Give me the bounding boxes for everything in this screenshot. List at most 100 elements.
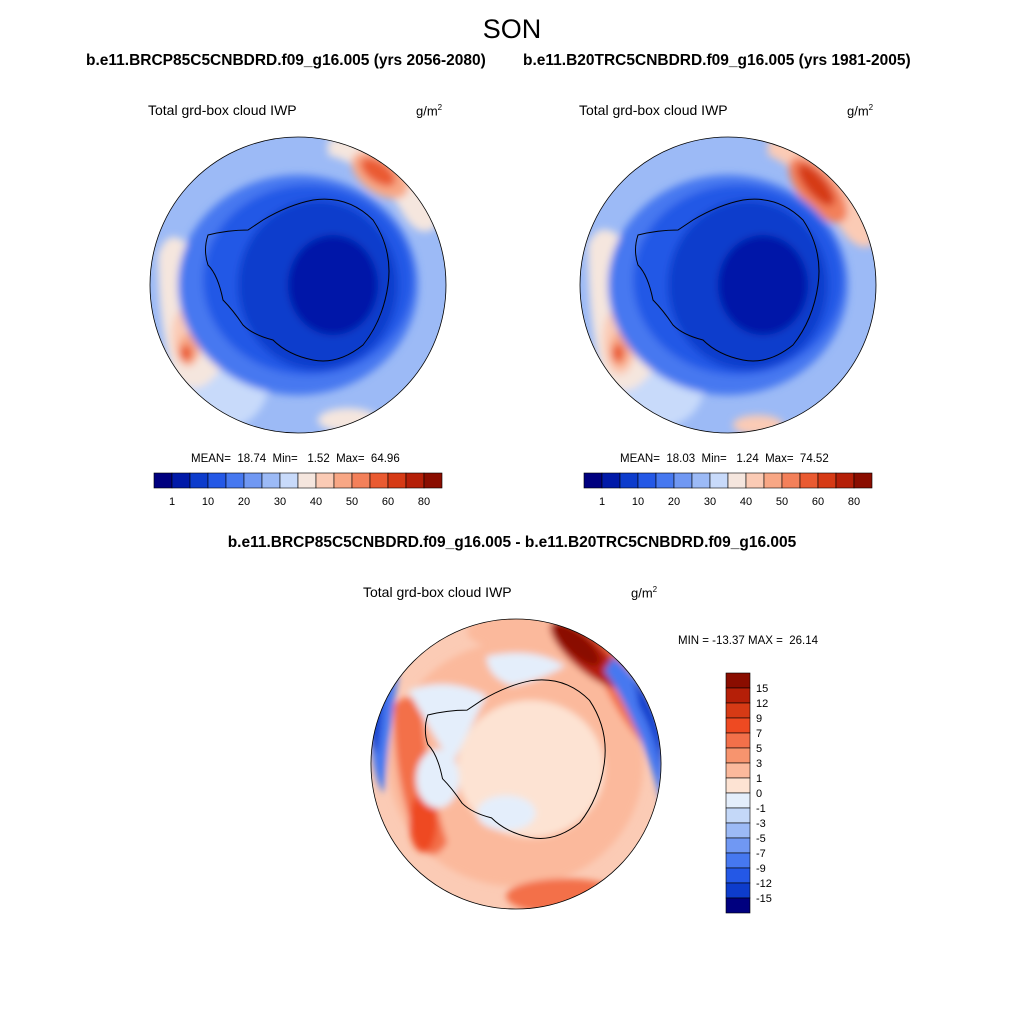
colorbar-tick-label: 50 — [346, 496, 358, 508]
colorbar-swatch — [725, 837, 751, 854]
map-border — [370, 618, 662, 910]
antarctica-coastline — [205, 198, 390, 362]
map-border — [149, 136, 447, 434]
colorbar-swatch — [691, 472, 711, 489]
difference-colorbar: 15 12 9 7 5 3 1 0 -1 -3 -5 -7 -9 -12 -15 — [725, 672, 772, 914]
colorbar-swatch — [725, 882, 751, 899]
colorbar-swatch — [405, 472, 425, 489]
colorbar-swatch — [207, 472, 227, 489]
left-run-title: b.e11.BRCP85C5CNBDRD.f09_g16.005 (yrs 20… — [86, 52, 486, 69]
colorbar-swatch — [725, 762, 751, 779]
colorbar-swatch — [725, 822, 751, 839]
colorbar-tick-label: 7 — [756, 728, 762, 740]
colorbar-tick-label: -9 — [756, 863, 766, 875]
colorbar-swatch — [725, 852, 751, 869]
colorbar-swatch — [619, 472, 639, 489]
colorbar-tick-label: 80 — [418, 496, 430, 508]
antarctica-coastline — [424, 679, 606, 839]
map-border — [579, 136, 877, 434]
colorbar-swatch — [153, 472, 173, 489]
colorbar-swatch — [725, 807, 751, 824]
colorbar-swatch — [261, 472, 281, 489]
colorbar-tick-label: -7 — [756, 848, 766, 860]
colorbar-swatch — [725, 687, 751, 704]
colorbar-tick-label: -1 — [756, 803, 766, 815]
colorbar-swatch — [387, 472, 407, 489]
colorbar-swatch — [725, 777, 751, 794]
colorbar-tick-label: 10 — [202, 496, 214, 508]
colorbar-tick-label: 10 — [632, 496, 644, 508]
colorbar-tick-label: 3 — [756, 758, 762, 770]
colorbar-tick-label: 50 — [776, 496, 788, 508]
colorbar-swatch — [781, 472, 801, 489]
difference-title: b.e11.BRCP85C5CNBDRD.f09_g16.005 - b.e11… — [227, 534, 797, 551]
right-stats: MEAN= 18.03 Min= 1.24 Max= 74.52 — [620, 453, 829, 465]
colorbar-swatch — [725, 792, 751, 809]
colorbar-tick-label: 9 — [756, 713, 762, 725]
right-colorbar: 1 10 20 30 40 50 60 80 — [583, 472, 873, 508]
colorbar-tick-label: 1 — [599, 496, 605, 508]
colorbar-tick-label: 40 — [310, 496, 322, 508]
right-run-title: b.e11.B20TRC5CNBDRD.f09_g16.005 (yrs 198… — [523, 52, 911, 69]
colorbar-tick-label: 80 — [848, 496, 860, 508]
colorbar-swatch — [835, 472, 855, 489]
colorbar-tick-label: 1 — [756, 773, 762, 785]
colorbar-tick-label: 15 — [756, 683, 768, 695]
colorbar-tick-label: 60 — [382, 496, 394, 508]
colorbar-swatch — [279, 472, 299, 489]
colorbar-swatch — [673, 472, 693, 489]
difference-stats: MIN = -13.37 MAX = 26.14 — [678, 635, 818, 647]
colorbar-swatch — [655, 472, 675, 489]
colorbar-swatch — [725, 672, 751, 689]
colorbar-swatch — [297, 472, 317, 489]
colorbar-swatch — [189, 472, 209, 489]
left-variable-label: Total grd-box cloud IWP — [148, 102, 297, 118]
colorbar-tick-label: 60 — [812, 496, 824, 508]
colorbar-swatch — [369, 472, 389, 489]
antarctica-coastline — [635, 198, 820, 362]
colorbar-tick-label: 30 — [274, 496, 286, 508]
colorbar-swatch — [243, 472, 263, 489]
colorbar-swatch — [637, 472, 657, 489]
colorbar-swatch — [763, 472, 783, 489]
colorbar-swatch — [725, 717, 751, 734]
colorbar-tick-label: -3 — [756, 818, 766, 830]
colorbar-tick-label: 30 — [704, 496, 716, 508]
left-units-label: g/m2 — [416, 103, 443, 119]
right-units-label: g/m2 — [847, 103, 874, 119]
colorbar-swatch — [745, 472, 765, 489]
colorbar-swatch — [709, 472, 729, 489]
colorbar-tick-label: 12 — [756, 698, 768, 710]
left-polar-map — [149, 136, 447, 434]
colorbar-tick-label: 20 — [238, 496, 250, 508]
colorbar-swatch — [727, 472, 747, 489]
colorbar-swatch — [333, 472, 353, 489]
colorbar-tick-label: 20 — [668, 496, 680, 508]
difference-variable-label: Total grd-box cloud IWP — [363, 584, 512, 600]
colorbar-swatch — [725, 867, 751, 884]
season-title: SON — [482, 14, 542, 44]
colorbar-swatch — [351, 472, 371, 489]
colorbar-tick-label: -15 — [756, 893, 772, 905]
right-variable-label: Total grd-box cloud IWP — [579, 102, 728, 118]
colorbar-tick-label: -12 — [756, 878, 772, 890]
colorbar-swatch — [171, 472, 191, 489]
colorbar-tick-label: 40 — [740, 496, 752, 508]
colorbar-swatch — [799, 472, 819, 489]
colorbar-swatch — [423, 472, 443, 489]
colorbar-tick-label: -5 — [756, 833, 766, 845]
colorbar-swatch — [817, 472, 837, 489]
colorbar-swatch — [315, 472, 335, 489]
colorbar-swatch — [853, 472, 873, 489]
colorbar-swatch — [601, 472, 621, 489]
difference-units-label: g/m2 — [631, 585, 658, 601]
colorbar-tick-label: 1 — [169, 496, 175, 508]
colorbar-swatch — [725, 732, 751, 749]
colorbar-swatch — [225, 472, 245, 489]
colorbar-swatch — [725, 897, 751, 914]
colorbar-swatch — [583, 472, 603, 489]
colorbar-tick-label: 5 — [756, 743, 762, 755]
difference-polar-map — [370, 618, 662, 910]
left-colorbar: 1 10 20 30 40 50 60 80 — [153, 472, 443, 508]
left-stats: MEAN= 18.74 Min= 1.52 Max= 64.96 — [191, 453, 400, 465]
